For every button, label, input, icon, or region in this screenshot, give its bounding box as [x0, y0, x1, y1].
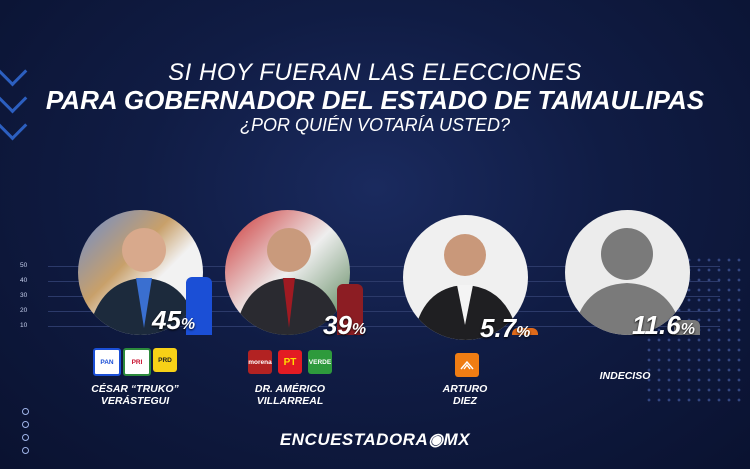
bar-villarreal: [337, 284, 363, 335]
mc-logo: [455, 353, 479, 377]
mc-bird-icon: [460, 360, 474, 370]
pt-logo: PT: [278, 350, 302, 374]
tick-label: 30: [20, 292, 28, 299]
candidate-photo: [565, 210, 690, 335]
person-silhouette-icon: [573, 228, 683, 335]
pri-logo: PRI: [123, 348, 151, 376]
name-line-2: VILLARREAL: [256, 395, 324, 407]
dots-decoration-icon: [22, 408, 29, 460]
candidate-photo: [225, 210, 350, 335]
title-line-1: SI HOY FUERAN LAS ELECCIONES: [168, 59, 582, 86]
gridline: [48, 311, 720, 312]
title-question: ¿POR QUIÉN VOTARÍA USTED?: [239, 115, 511, 135]
name-line-1: INDECISO: [599, 370, 651, 382]
name-line-2: DIEZ: [453, 395, 477, 407]
name-line-1: ARTURO: [442, 383, 488, 395]
bar-diez: [512, 327, 538, 335]
candidate-name: CÉSAR “TRUKO” VERÁSTEGUI: [80, 383, 190, 407]
data-label: 11.6%: [632, 310, 695, 340]
prd-logo: PRD: [153, 348, 177, 372]
person-silhouette-icon: [413, 234, 519, 340]
tick-label: 10: [20, 322, 28, 329]
gridline: [48, 296, 720, 297]
name-line-2: VERÁSTEGUI: [100, 395, 170, 407]
gridline: [48, 281, 720, 282]
data-label: 39%: [323, 310, 367, 340]
data-label: 45%: [152, 305, 196, 335]
person-silhouette-icon: [235, 228, 343, 335]
candidate-name: INDECISO: [585, 370, 665, 382]
name-line-1: CÉSAR “TRUKO”: [91, 383, 179, 395]
y-axis-grid: 50 40 30 20 10: [20, 260, 720, 330]
tick-label: 40: [20, 277, 28, 284]
gridline: [48, 326, 720, 327]
tick-label: 50: [20, 262, 28, 269]
person-silhouette-icon: [88, 228, 198, 335]
brand-logo: ENCUESTADORA◉MX: [279, 430, 471, 449]
title-line-2: PARA GOBERNADOR DEL ESTADO DE TAMAULIPAS: [45, 85, 705, 115]
verde-logo: VERDE: [308, 350, 332, 374]
gridline: [48, 266, 720, 267]
candidate-photo: [403, 215, 528, 340]
bar-indeciso: [674, 319, 700, 335]
candidate-name: ARTURO DIEZ: [425, 383, 505, 407]
candidate-name: DR. AMÉRICO VILLARREAL: [240, 383, 340, 407]
candidate-photo: [78, 210, 203, 335]
bar-verastegui: [186, 276, 212, 335]
pan-logo: PAN: [93, 348, 121, 376]
header: SI HOY FUERAN LAS ELECCIONES PARA GOBERN…: [0, 60, 750, 136]
morena-logo: morena: [248, 350, 272, 374]
tick-label: 20: [20, 307, 28, 314]
data-label: 5.7%: [480, 313, 531, 343]
name-line-1: DR. AMÉRICO: [254, 383, 326, 395]
